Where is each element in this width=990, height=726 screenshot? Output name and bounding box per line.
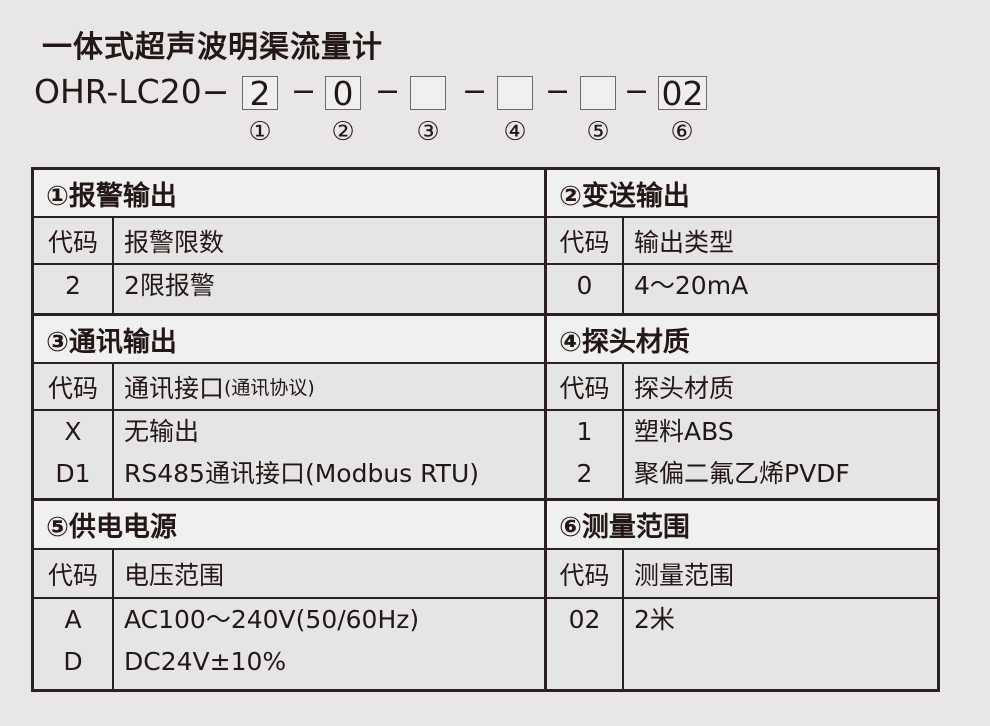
slot-index-4: ④ bbox=[503, 117, 527, 147]
row-code: X bbox=[64, 417, 82, 446]
table-rows: A D AC100～240V(50/60Hz) DC24V±10% bbox=[34, 599, 544, 689]
model-slot-6: 02 bbox=[658, 76, 707, 111]
row-code: 0 bbox=[576, 271, 593, 300]
section-communication-output: ③通讯输出 代码 通讯接口 (通讯协议) X D1 无输出 RS485通讯接口(M… bbox=[34, 316, 544, 498]
name-header: 输出类型 bbox=[634, 227, 735, 257]
row-name: 聚偏二氟乙烯PVDF bbox=[634, 459, 850, 488]
model-prefix: OHR-LC20− bbox=[34, 72, 230, 111]
model-slot-1: 2 bbox=[242, 76, 278, 111]
divider bbox=[34, 498, 937, 501]
row-name: 2限报警 bbox=[124, 271, 215, 300]
slot-index-3: ③ bbox=[416, 117, 440, 147]
name-header-note: (通讯协议) bbox=[224, 377, 315, 399]
name-header: 报警限数 bbox=[124, 227, 225, 257]
row-code: A bbox=[64, 605, 82, 634]
row-code: D bbox=[63, 647, 83, 676]
row-name: 4～20mA bbox=[634, 271, 749, 300]
section-title: ①报警输出 bbox=[34, 170, 544, 218]
row-name: 无输出 bbox=[124, 417, 200, 446]
name-header: 测量范围 bbox=[634, 560, 735, 590]
column-header-row: 代码 输出类型 bbox=[547, 218, 937, 265]
name-header: 探头材质 bbox=[634, 373, 735, 403]
slot-index-2: ② bbox=[331, 117, 355, 147]
section-title: ④探头材质 bbox=[547, 316, 937, 364]
section-probe-material: ④探头材质 代码 探头材质 1 2 塑料ABS 聚偏二氟乙烯PVDF bbox=[547, 316, 937, 498]
column-header-row: 代码 报警限数 bbox=[34, 218, 544, 265]
divider bbox=[34, 313, 937, 316]
column-divider bbox=[544, 170, 547, 689]
row-name: 2米 bbox=[634, 605, 675, 634]
row-code: 2 bbox=[576, 459, 593, 488]
table-rows: 1 2 塑料ABS 聚偏二氟乙烯PVDF bbox=[547, 411, 937, 498]
section-title: ②变送输出 bbox=[547, 170, 937, 218]
row-name: 塑料ABS bbox=[634, 417, 734, 446]
code-header: 代码 bbox=[34, 550, 114, 597]
model-separator: − bbox=[545, 74, 571, 109]
name-header: 通讯接口 (通讯协议) bbox=[112, 364, 544, 409]
section-transmit-output: ②变送输出 代码 输出类型 0 4～20mA bbox=[547, 170, 937, 313]
row-name: AC100～240V(50/60Hz) bbox=[124, 605, 420, 634]
row-code: D1 bbox=[55, 459, 91, 488]
code-header: 代码 bbox=[547, 218, 624, 263]
row-name: DC24V±10% bbox=[124, 647, 287, 676]
model-separator: − bbox=[375, 74, 401, 109]
column-header-row: 代码 电压范围 bbox=[34, 550, 544, 599]
model-slot-5 bbox=[580, 76, 616, 110]
model-slot-2: 0 bbox=[325, 76, 361, 111]
table-rows: X D1 无输出 RS485通讯接口(Modbus RTU) bbox=[34, 411, 544, 498]
table-row: 0 4～20mA bbox=[547, 265, 937, 313]
page-title: 一体式超声波明渠流量计 bbox=[42, 30, 383, 65]
model-separator: − bbox=[624, 74, 650, 109]
row-name: RS485通讯接口(Modbus RTU) bbox=[124, 459, 480, 488]
model-slot-4 bbox=[497, 76, 533, 110]
column-header-row: 代码 探头材质 bbox=[547, 364, 937, 411]
section-measuring-range: ⑥测量范围 代码 测量范围 02 2米 bbox=[547, 501, 937, 689]
model-separator: − bbox=[462, 74, 488, 109]
model-slot-3 bbox=[410, 76, 446, 110]
section-title: ⑤供电电源 bbox=[34, 501, 544, 550]
section-power-supply: ⑤供电电源 代码 电压范围 A D AC100～240V(50/60Hz) DC… bbox=[34, 501, 544, 689]
row-code: 2 bbox=[65, 271, 81, 300]
spec-table: ①报警输出 代码 报警限数 2 2限报警 ②变送输出 代码 输出类型 0 4～2… bbox=[31, 167, 940, 692]
section-title: ⑥测量范围 bbox=[547, 501, 937, 550]
column-header-row: 代码 通讯接口 (通讯协议) bbox=[34, 364, 544, 411]
section-title: ③通讯输出 bbox=[34, 316, 544, 364]
table-row: 02 2米 bbox=[547, 599, 937, 689]
slot-index-1: ① bbox=[248, 117, 272, 147]
row-code: 1 bbox=[576, 417, 593, 446]
slot-index-6: ⑥ bbox=[670, 117, 694, 147]
code-header: 代码 bbox=[547, 364, 624, 409]
section-alarm-output: ①报警输出 代码 报警限数 2 2限报警 bbox=[34, 170, 544, 313]
code-header: 代码 bbox=[34, 218, 114, 263]
slot-index-5: ⑤ bbox=[586, 117, 610, 147]
column-header-row: 代码 测量范围 bbox=[547, 550, 937, 599]
model-separator: − bbox=[291, 74, 317, 109]
table-row: 2 2限报警 bbox=[34, 265, 544, 313]
name-header-text: 通讯接口 bbox=[124, 373, 225, 403]
name-header: 电压范围 bbox=[124, 560, 225, 590]
code-header: 代码 bbox=[34, 364, 114, 409]
row-code: 02 bbox=[568, 605, 601, 634]
code-header: 代码 bbox=[547, 550, 624, 597]
